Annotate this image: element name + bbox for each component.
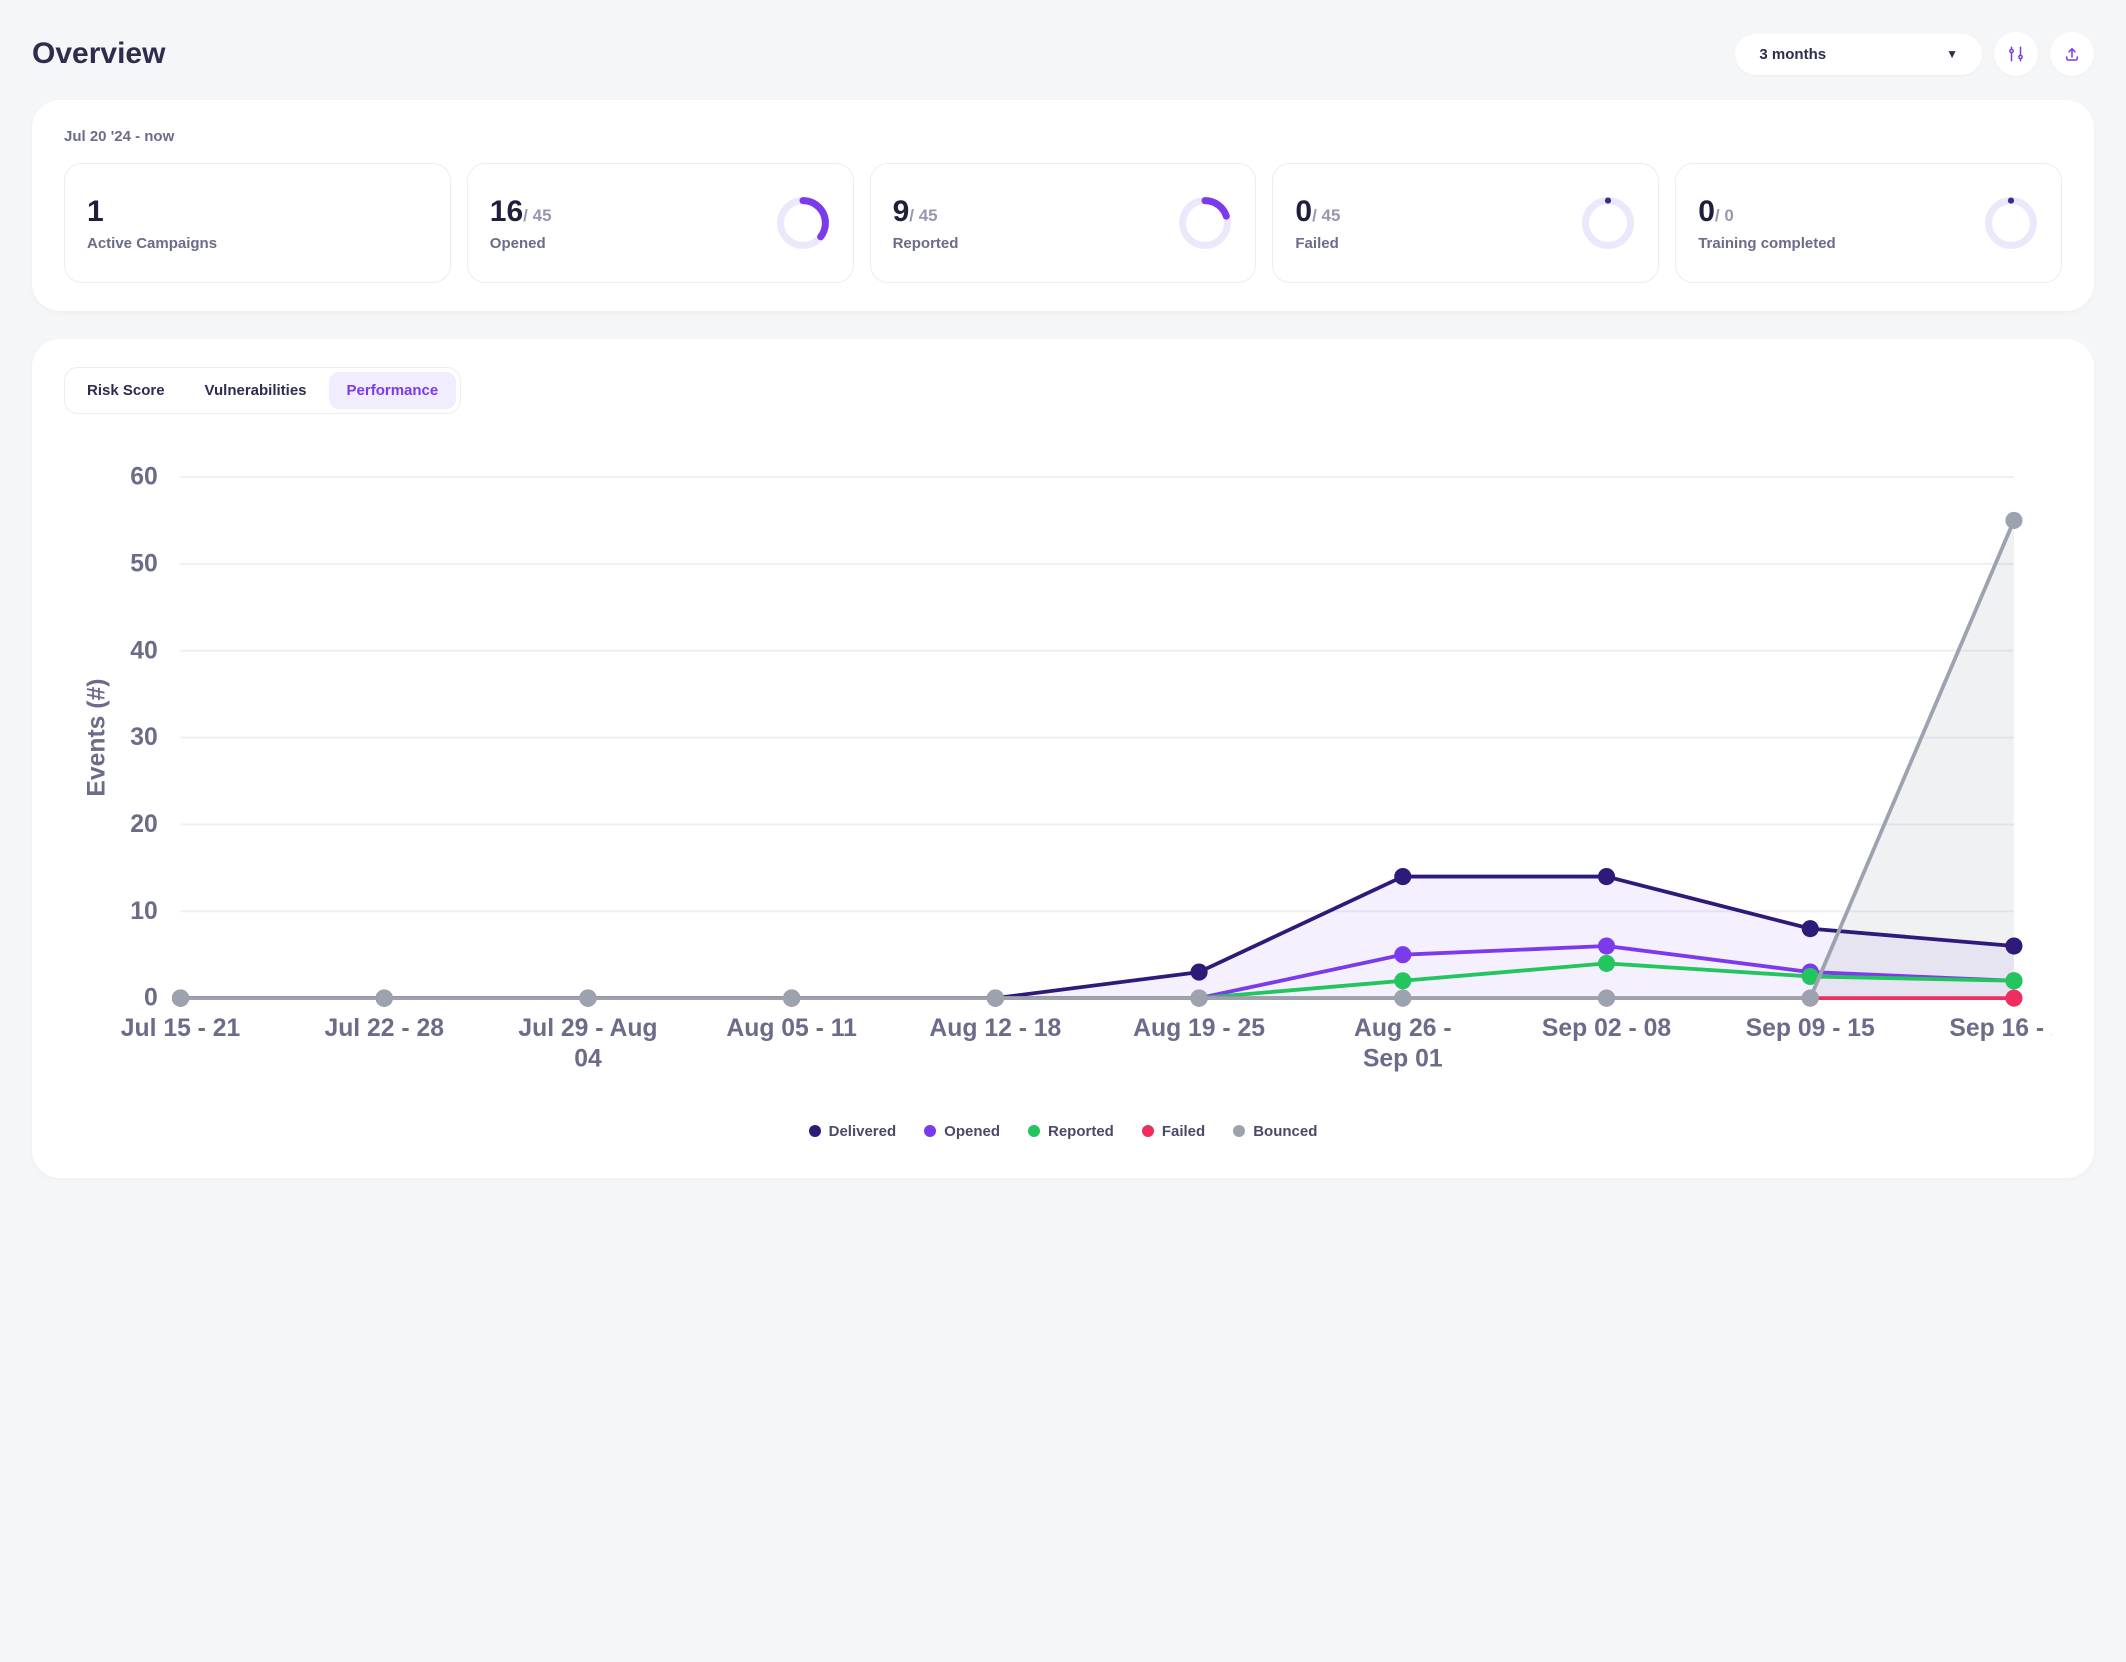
legend-label: Reported bbox=[1048, 1123, 1114, 1140]
svg-text:Jul 22 - 28: Jul 22 - 28 bbox=[324, 1015, 444, 1042]
stat-total: / 45 bbox=[523, 206, 551, 225]
chart-legend: Delivered Opened Reported Failed Bounced bbox=[74, 1123, 2052, 1140]
progress-ring bbox=[1177, 195, 1233, 251]
legend-dot-icon bbox=[1233, 1125, 1245, 1137]
progress-ring bbox=[1983, 195, 2039, 251]
tab-vulnerabilities[interactable]: Vulnerabilities bbox=[187, 372, 325, 409]
stat-box: 16/ 45 Opened bbox=[467, 163, 854, 283]
sliders-icon bbox=[2007, 45, 2025, 63]
svg-text:Sep 16 - 22: Sep 16 - 22 bbox=[1949, 1015, 2052, 1042]
stat-value: 16 bbox=[490, 195, 523, 228]
legend-item[interactable]: Reported bbox=[1028, 1123, 1114, 1140]
legend-dot-icon bbox=[809, 1125, 821, 1137]
timerange-dropdown[interactable]: 3 months ▼ bbox=[1735, 34, 1982, 75]
legend-dot-icon bbox=[1028, 1125, 1040, 1137]
stat-box: 0/ 45 Failed bbox=[1272, 163, 1659, 283]
stat-label: Training completed bbox=[1698, 235, 1836, 252]
svg-text:Aug 12 - 18: Aug 12 - 18 bbox=[929, 1015, 1061, 1042]
svg-text:30: 30 bbox=[130, 724, 158, 751]
stat-value: 1 bbox=[87, 195, 104, 228]
tab-risk-score[interactable]: Risk Score bbox=[69, 372, 183, 409]
tab-performance[interactable]: Performance bbox=[329, 372, 457, 409]
stat-box: 1 Active Campaigns bbox=[64, 163, 451, 283]
legend-label: Failed bbox=[1162, 1123, 1205, 1140]
legend-item[interactable]: Opened bbox=[924, 1123, 1000, 1140]
stat-box: 9/ 45 Reported bbox=[870, 163, 1257, 283]
export-button[interactable] bbox=[2050, 32, 2094, 76]
svg-text:50: 50 bbox=[130, 550, 158, 577]
page-title: Overview bbox=[32, 37, 165, 71]
stat-total: / 0 bbox=[1715, 206, 1734, 225]
stat-value: 0 bbox=[1698, 195, 1715, 228]
svg-text:Sep 01: Sep 01 bbox=[1363, 1046, 1443, 1073]
legend-dot-icon bbox=[1142, 1125, 1154, 1137]
performance-chart: 0 10 20 30 40 50 60 Events (#) Jul 15 - 21 Jul 22… bbox=[74, 458, 2052, 1105]
legend-item[interactable]: Bounced bbox=[1233, 1123, 1317, 1140]
svg-text:Events (#): Events (#) bbox=[83, 679, 110, 797]
progress-ring bbox=[775, 195, 831, 251]
svg-text:04: 04 bbox=[574, 1046, 602, 1073]
svg-text:10: 10 bbox=[130, 898, 158, 925]
tabs: Risk ScoreVulnerabilitiesPerformance bbox=[64, 367, 461, 414]
svg-text:60: 60 bbox=[130, 464, 158, 491]
legend-dot-icon bbox=[924, 1125, 936, 1137]
svg-text:Sep 09 - 15: Sep 09 - 15 bbox=[1746, 1015, 1875, 1042]
stat-label: Reported bbox=[893, 235, 959, 252]
svg-text:20: 20 bbox=[130, 811, 158, 838]
stat-total: / 45 bbox=[909, 206, 937, 225]
stat-label: Failed bbox=[1295, 235, 1340, 252]
progress-ring bbox=[1580, 195, 1636, 251]
svg-text:Aug 19 - 25: Aug 19 - 25 bbox=[1133, 1015, 1265, 1042]
legend-item[interactable]: Failed bbox=[1142, 1123, 1205, 1140]
legend-label: Opened bbox=[944, 1123, 1000, 1140]
svg-text:Jul 15 - 21: Jul 15 - 21 bbox=[121, 1015, 241, 1042]
svg-text:Sep 02 - 08: Sep 02 - 08 bbox=[1542, 1015, 1671, 1042]
settings-button[interactable] bbox=[1994, 32, 2038, 76]
timerange-label: 3 months bbox=[1759, 46, 1826, 63]
legend-label: Delivered bbox=[829, 1123, 897, 1140]
chevron-down-icon: ▼ bbox=[1946, 47, 1958, 61]
upload-icon bbox=[2063, 45, 2081, 63]
stat-label: Opened bbox=[490, 235, 552, 252]
stat-value: 9 bbox=[893, 195, 910, 228]
summary-card: Jul 20 '24 - now 1Active Campaigns16/ 45… bbox=[32, 100, 2094, 311]
stat-total: / 45 bbox=[1312, 206, 1340, 225]
svg-text:Aug 05 - 11: Aug 05 - 11 bbox=[726, 1015, 857, 1042]
svg-text:Aug 26 -: Aug 26 - bbox=[1354, 1015, 1452, 1042]
stat-label: Active Campaigns bbox=[87, 235, 217, 252]
stat-box: 0/ 0 Training completed bbox=[1675, 163, 2062, 283]
performance-card: Risk ScoreVulnerabilitiesPerformance 0 10… bbox=[32, 339, 2094, 1178]
stat-value: 0 bbox=[1295, 195, 1312, 228]
date-range: Jul 20 '24 - now bbox=[64, 128, 2062, 145]
svg-text:Jul 29 - Aug: Jul 29 - Aug bbox=[518, 1015, 657, 1042]
legend-item[interactable]: Delivered bbox=[809, 1123, 897, 1140]
svg-text:0: 0 bbox=[144, 985, 158, 1012]
svg-text:40: 40 bbox=[130, 637, 158, 664]
legend-label: Bounced bbox=[1253, 1123, 1317, 1140]
